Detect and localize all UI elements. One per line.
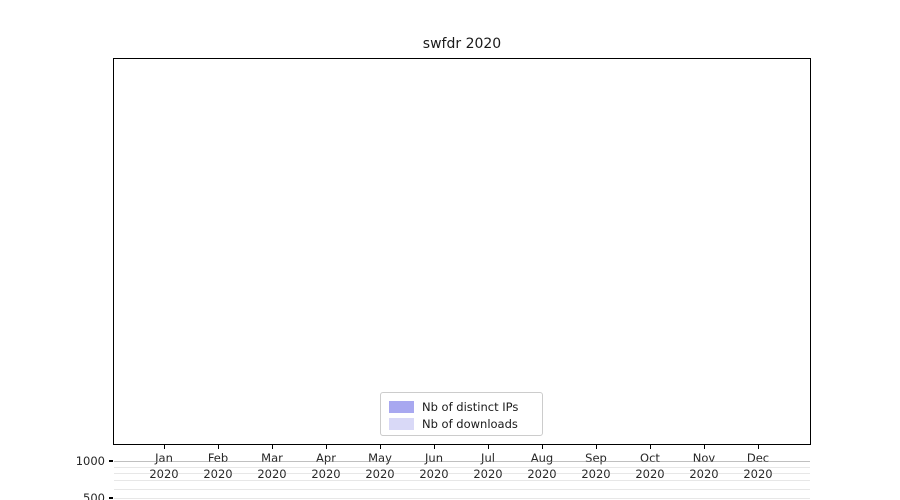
y-tick-mark (109, 460, 113, 462)
x-tick-mark (758, 445, 760, 449)
plot-area (113, 58, 811, 500)
legend-item: Nb of downloads (389, 416, 534, 432)
y-tick-label: 1000 (75, 453, 105, 468)
legend-swatch (389, 401, 414, 413)
y-tick-label: 500 (83, 490, 105, 500)
minor-gridline (114, 473, 810, 475)
y-tick-mark (109, 497, 113, 499)
legend-swatch (389, 418, 414, 430)
minor-gridline (114, 498, 810, 500)
x-tick-mark (380, 445, 382, 449)
x-tick-mark (218, 445, 220, 449)
x-tick-mark (704, 445, 706, 449)
chart-title: swfdr 2020 (422, 36, 502, 52)
legend-item-label: Nb of distinct IPs (422, 400, 519, 414)
legend: Nb of distinct IPs Nb of downloads (380, 392, 543, 436)
major-gridline (114, 461, 810, 463)
x-tick-mark (542, 445, 544, 449)
x-tick-mark (164, 445, 166, 449)
x-tick-mark (596, 445, 598, 449)
legend-item-label: Nb of downloads (422, 417, 518, 431)
legend-item: Nb of distinct IPs (389, 399, 534, 415)
x-tick-mark (272, 445, 274, 449)
minor-gridline (114, 480, 810, 482)
x-tick-mark (488, 445, 490, 449)
minor-gridline (114, 488, 810, 490)
x-tick-mark (434, 445, 436, 449)
x-tick-mark (326, 445, 328, 449)
minor-gridline (114, 466, 810, 468)
x-tick-mark (650, 445, 652, 449)
